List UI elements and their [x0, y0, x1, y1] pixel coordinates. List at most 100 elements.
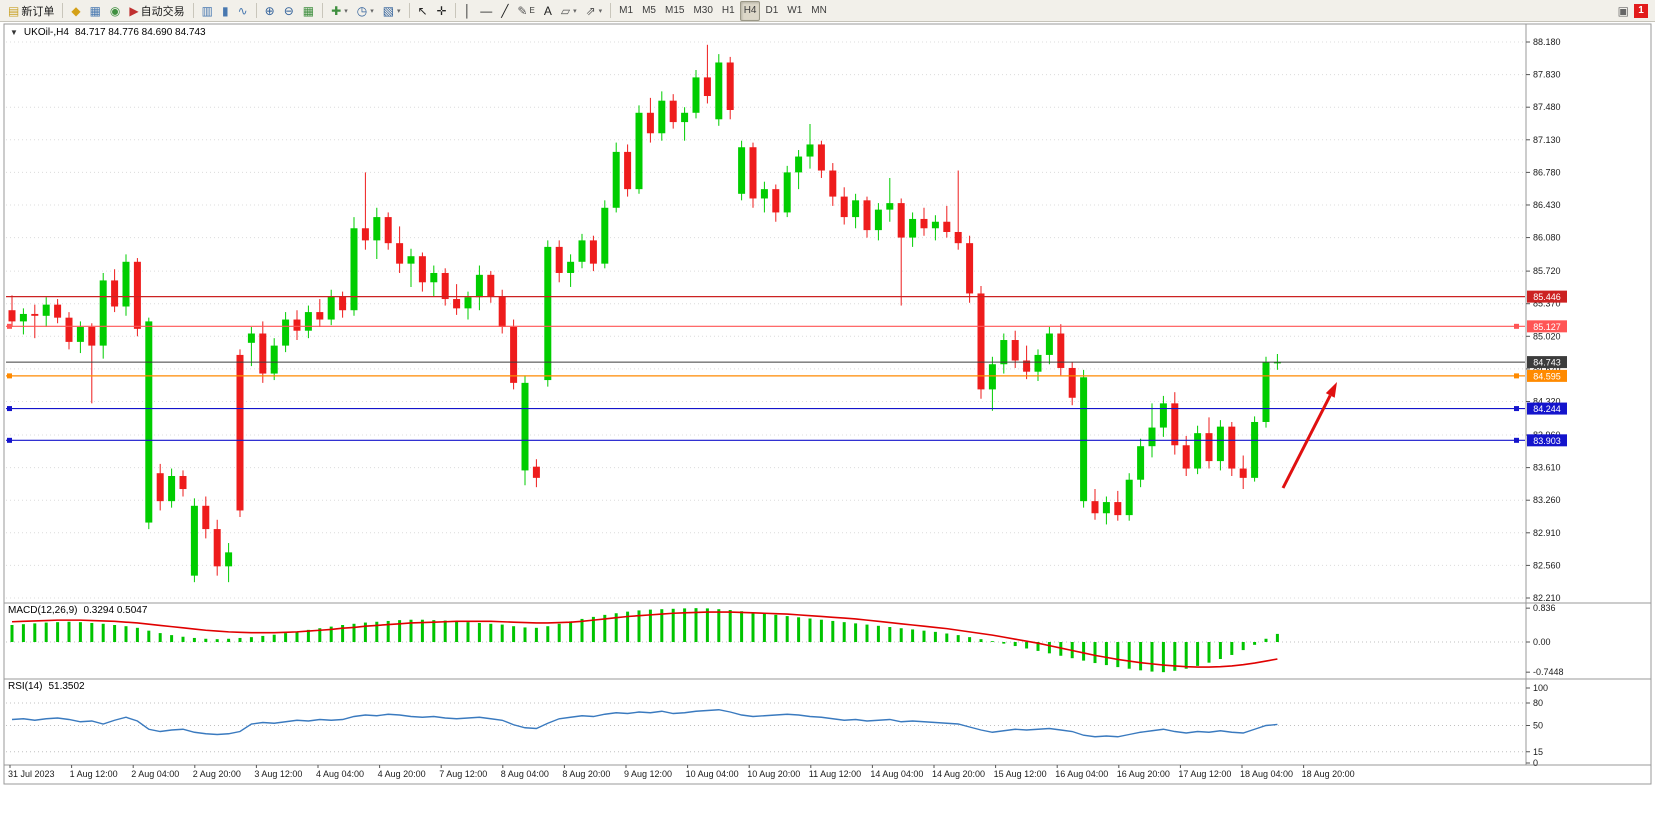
timeframe-h4-button[interactable]: H4: [739, 0, 761, 21]
rsi-name: RSI(14): [8, 681, 43, 692]
price-axis-label: 82.560: [1533, 560, 1561, 570]
timeframe-mn-button[interactable]: MN: [807, 1, 831, 21]
time-axis-label: 8 Aug 20:00: [562, 769, 610, 779]
crosshair-icon: ✛: [436, 3, 447, 18]
shapes-button[interactable]: ▱ ▾: [557, 1, 581, 21]
time-axis-label: 4 Aug 20:00: [378, 769, 426, 779]
chart-title: ▼ UKOil-,H4 84.717 84.776 84.690 84.743: [10, 27, 206, 38]
price-badge: [1527, 356, 1567, 369]
hline-button[interactable]: —: [476, 1, 496, 21]
tile-windows-icon: ▦: [302, 3, 315, 18]
notification-badge[interactable]: 1: [1634, 3, 1648, 18]
price-line-84.595[interactable]: 84.595: [6, 369, 1567, 382]
arrows-icon: ⇗: [585, 3, 596, 18]
price-line-84.743[interactable]: 84.743: [6, 356, 1567, 369]
time-axis-label: 31 Jul 2023: [8, 769, 55, 779]
time-axis-label: 8 Aug 04:00: [501, 769, 549, 779]
zoom-in-icon: ⊕: [264, 3, 275, 18]
elliott-tool-button[interactable]: ✎ E: [513, 1, 538, 21]
trend-arrow[interactable]: [1281, 382, 1337, 489]
button-label: M1: [619, 5, 634, 16]
macd-axis-label: 0.836: [1533, 603, 1556, 613]
data-window-icon: ▦: [89, 3, 101, 18]
chart-shift-icon: ▣: [1617, 3, 1629, 18]
trendline-button[interactable]: ╱: [497, 1, 512, 21]
text-tool-button[interactable]: A: [540, 1, 556, 21]
navigator-button[interactable]: ◉: [106, 1, 124, 21]
button-label: M15: [664, 5, 685, 16]
rsi-axis-label: 100: [1533, 683, 1548, 693]
timeframe-m30-button[interactable]: M30: [689, 1, 716, 21]
price-axis-label: 86.780: [1533, 167, 1561, 177]
chart-plot-area[interactable]: [3, 23, 1652, 785]
button-label: D1: [765, 5, 779, 16]
toolbar-separator: [408, 3, 410, 18]
macd-signal-line: [11, 611, 1278, 668]
tile-windows-button[interactable]: ▦: [299, 1, 318, 21]
indicators-button[interactable]: ▧ ▾: [379, 1, 405, 21]
vline-icon: │: [463, 3, 472, 18]
chart-shift-button[interactable]: ▣: [1614, 1, 1633, 21]
time-axis-label: 2 Aug 04:00: [131, 769, 179, 779]
price-axis-label: 85.370: [1533, 299, 1561, 309]
macd-indicator-label: MACD(12,26,9) 0.3294 0.5047: [8, 605, 147, 616]
button-label: M30: [693, 5, 713, 16]
price-axis-label: 84.670: [1533, 364, 1561, 374]
toolbar: ▤ 新订单 ◆ ▦ ◉ ▶ 自动交易 ▥ ▮ ∿ ⊕ ⊖ ▦ ✚ ▾ ◷ ▾ ▧ ▾ ↖ ✛ │ — ╱ ✎ E A ▱ ▾ ⇗ ▾ M1 M5…: [0, 0, 1655, 22]
elliott-tool-icon: ✎: [517, 3, 528, 18]
price-badge-label: 84.595: [1533, 371, 1561, 381]
price-line-84.244[interactable]: 84.244: [6, 402, 1567, 415]
timeframe-m1-button[interactable]: M1: [615, 1, 637, 21]
time-axis-label: 10 Aug 04:00: [686, 769, 739, 779]
timeframe-w1-button[interactable]: W1: [783, 1, 806, 21]
arrows-button[interactable]: ⇗ ▾: [582, 1, 607, 21]
rsi-axis-label: 50: [1533, 721, 1543, 731]
cursor-button[interactable]: ↖: [414, 1, 432, 21]
price-line-83.903[interactable]: 83.903: [6, 434, 1567, 447]
data-window-button[interactable]: ▦: [86, 1, 105, 21]
new-order-button[interactable]: ▤ 新订单: [4, 1, 58, 21]
bar-chart-button[interactable]: ▥: [198, 1, 217, 21]
candle-chart-button[interactable]: ▮: [218, 1, 233, 21]
time-axis-label: 17 Aug 12:00: [1178, 769, 1231, 779]
dropdown-arrow-icon: ▾: [344, 7, 348, 15]
dropdown-arrow-icon: ▾: [573, 7, 577, 15]
price-badge-label: 85.446: [1533, 292, 1561, 302]
period-button[interactable]: ◷ ▾: [353, 1, 378, 21]
timeframe-h1-button[interactable]: H1: [718, 1, 739, 21]
vline-button[interactable]: │: [460, 1, 476, 21]
line-chart-icon: ∿: [237, 3, 248, 18]
zoom-in-button[interactable]: ⊕: [261, 1, 279, 21]
timeframe-d1-button[interactable]: D1: [761, 1, 782, 21]
price-axis-label: 87.830: [1533, 70, 1561, 80]
candle-chart-icon: ▮: [221, 3, 229, 18]
price-line-85.127[interactable]: 85.127: [6, 320, 1567, 333]
navigator-icon: ◉: [109, 3, 121, 18]
zoom-out-button[interactable]: ⊖: [280, 1, 298, 21]
price-badge: [1527, 434, 1567, 447]
price-axis-label: 82.910: [1533, 528, 1561, 538]
new-chart-button[interactable]: ✚ ▾: [327, 1, 352, 21]
autotrading-icon: ▶: [129, 3, 139, 18]
autotrading-button[interactable]: ▶ 自动交易: [125, 1, 188, 21]
time-axis-labels: 31 Jul 2023 1 Aug 12:00 2 Aug 04:00 2 Aug 2…: [8, 765, 1355, 779]
new-chart-icon: ✚: [331, 3, 342, 18]
dropdown-arrow-icon: ▾: [370, 7, 374, 15]
time-axis-label: 14 Aug 20:00: [932, 769, 985, 779]
price-axis-label: 85.720: [1533, 266, 1561, 276]
trendline-icon: ╱: [501, 3, 509, 18]
market-watch-button[interactable]: ◆: [67, 1, 84, 21]
rsi-panel: 100 80 50 150: [6, 683, 1548, 768]
line-chart-button[interactable]: ∿: [234, 1, 252, 21]
crosshair-button[interactable]: ✛: [433, 1, 451, 21]
price-axis-label: 85.020: [1533, 331, 1561, 341]
cursor-icon: ↖: [417, 3, 428, 18]
price-axis-label: 86.080: [1533, 233, 1561, 243]
timeframe-m15-button[interactable]: M15: [661, 1, 688, 21]
chart-ohlc: 84.717 84.776 84.690 84.743: [74, 27, 206, 38]
price-line-85.446[interactable]: 85.446: [6, 290, 1567, 303]
text-tool-icon: A: [543, 3, 552, 18]
timeframe-m5-button[interactable]: M5: [638, 1, 660, 21]
candlestick-series: [8, 44, 1281, 583]
price-axis-label: 86.430: [1533, 200, 1561, 210]
